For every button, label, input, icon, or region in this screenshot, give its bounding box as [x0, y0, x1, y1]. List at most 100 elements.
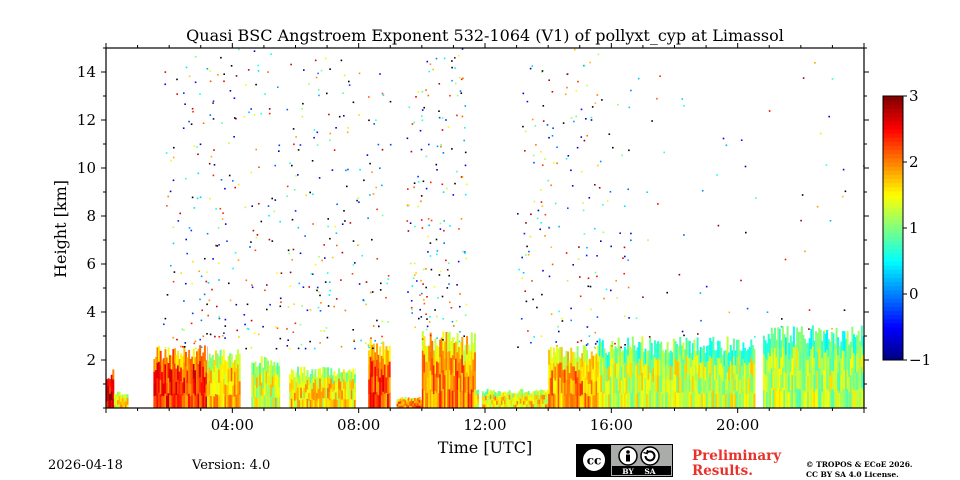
layer-cell [491, 399, 494, 405]
signal-pixel [172, 336, 175, 339]
signal-pixel [207, 282, 210, 284]
layer-cell [623, 346, 626, 363]
signal-pixel [317, 89, 320, 91]
signal-pixel [206, 232, 209, 235]
layer-cell [415, 400, 418, 404]
layer-cell [115, 404, 118, 409]
layer-cell [424, 376, 427, 393]
layer-cell [382, 374, 385, 392]
layer-cell [238, 394, 241, 409]
signal-pixel [452, 325, 455, 327]
layer-cell [265, 370, 268, 384]
layer-cell [704, 380, 707, 395]
layer-cell [672, 390, 675, 409]
signal-pixel [280, 272, 283, 274]
colorbar-band [883, 100, 903, 105]
signal-pixel [530, 341, 532, 344]
layer-cell [838, 392, 841, 409]
layer-cell [222, 349, 225, 365]
layer-cell [510, 404, 513, 409]
signal-pixel [596, 340, 598, 343]
signal-pixel [587, 343, 589, 345]
layer-cell [224, 372, 227, 385]
layer-cell [616, 363, 619, 379]
layer-cell [317, 388, 320, 399]
signal-pixel [376, 258, 379, 260]
layer-cell [791, 391, 794, 409]
layer-cell [372, 359, 375, 377]
layer-cell [396, 403, 399, 407]
layer-cell [729, 344, 732, 362]
layer-cell [551, 395, 554, 409]
layer-cell [194, 382, 197, 396]
layer-cell [677, 377, 680, 393]
signal-pixel [192, 110, 194, 113]
layer-cell [647, 364, 650, 380]
layer-cell [505, 400, 508, 405]
layer-cell [450, 374, 453, 392]
signal-pixel [630, 89, 632, 92]
signal-pixel [683, 234, 685, 236]
layer-cell [290, 378, 293, 390]
layer-cell [736, 339, 739, 358]
layer-cell [620, 365, 623, 381]
layer-cell [328, 375, 331, 384]
layer-cell [409, 405, 412, 409]
layer-cell [628, 345, 631, 362]
signal-pixel [271, 197, 273, 200]
layer-cell [813, 340, 816, 358]
layer-cell [747, 349, 750, 365]
layer-cell [641, 354, 644, 373]
signal-pixel [445, 259, 447, 262]
layer-cell [672, 338, 675, 357]
layer-cell [156, 347, 159, 363]
signal-pixel [176, 93, 178, 95]
layer-cell [158, 376, 161, 393]
layer-cell [372, 391, 375, 409]
y-tick-label: 14 [77, 63, 96, 81]
layer-cell [221, 394, 224, 409]
layer-cell [808, 338, 811, 356]
layer-cell [385, 392, 388, 409]
signal-pixel [329, 139, 331, 142]
layer-cell [388, 376, 391, 393]
layer-cell [431, 374, 434, 392]
signal-pixel [683, 105, 685, 107]
layer-cell [180, 380, 183, 395]
layer-cell [818, 328, 821, 349]
layer-cell [796, 367, 799, 389]
layer-cell [451, 354, 454, 374]
aerosol-layer [598, 336, 756, 409]
signal-pixel [306, 309, 309, 312]
layer-cell [745, 379, 748, 395]
layer-cell [436, 361, 439, 378]
signal-pixel [606, 200, 609, 202]
signal-pixel [573, 120, 575, 123]
layer-cell [221, 381, 224, 396]
layer-cell [121, 397, 124, 402]
signal-pixel [193, 207, 196, 209]
layer-cell [263, 382, 266, 396]
layer-cell [644, 348, 647, 364]
layer-cell [811, 387, 814, 409]
signal-pixel [256, 234, 259, 236]
layer-cell [380, 394, 383, 409]
signal-pixel [594, 343, 597, 345]
layer-cell [838, 346, 841, 362]
layer-cell [685, 337, 688, 356]
layer-cell [369, 356, 372, 375]
layer-cell [797, 369, 800, 390]
signal-pixel [358, 283, 361, 285]
signal-pixel [321, 259, 323, 262]
layer-cell [848, 344, 851, 361]
aerosol-layer [548, 344, 600, 409]
layer-cell [238, 353, 241, 368]
layer-cell [552, 347, 555, 364]
layer-cell [650, 375, 653, 393]
layer-cell [508, 390, 511, 396]
layer-cell [254, 361, 257, 374]
signal-pixel [637, 77, 640, 80]
layer-cell [587, 383, 590, 397]
layer-cell [477, 403, 480, 409]
